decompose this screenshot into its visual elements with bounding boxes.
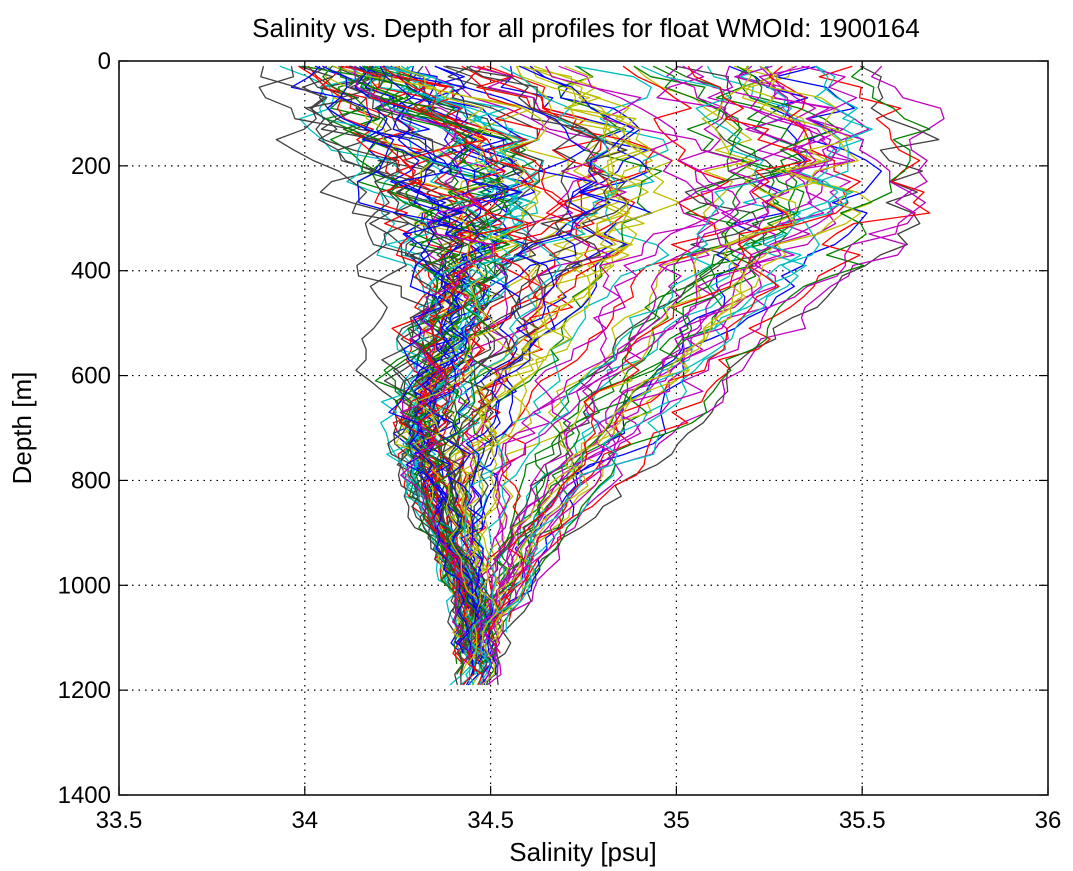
profile-line	[474, 65, 653, 633]
profile-line	[476, 65, 638, 686]
profile-line	[478, 65, 873, 686]
profile-line	[444, 65, 649, 654]
profile-line	[484, 65, 826, 654]
profile-line	[490, 65, 862, 644]
profiles	[258, 65, 945, 686]
profile-line	[505, 65, 864, 633]
y-axis-label: Depth [m]	[7, 372, 37, 485]
profile-line	[481, 65, 839, 623]
y-tick-label: 800	[71, 467, 111, 494]
profile-line	[345, 65, 490, 665]
profile-line	[340, 66, 475, 675]
profile-line	[381, 65, 532, 686]
profile-line	[441, 65, 613, 664]
profile-line	[456, 65, 619, 675]
profile-line	[488, 65, 940, 685]
x-tick-label: 36	[1035, 807, 1062, 834]
profile-line	[482, 65, 817, 633]
profile-line	[486, 65, 712, 675]
x-tick-label: 34.5	[467, 807, 514, 834]
profile-line	[361, 65, 506, 675]
profile-line	[258, 66, 460, 644]
profile-line	[461, 65, 681, 644]
y-tick-label: 600	[71, 363, 111, 390]
profile-line	[474, 65, 754, 633]
profile-line	[464, 65, 663, 654]
profile-line	[487, 65, 861, 654]
profile-line	[434, 65, 593, 665]
x-tick-label: 33.5	[96, 807, 143, 834]
grid	[119, 61, 1048, 795]
y-tick-label: 200	[71, 153, 111, 180]
profile-line	[353, 66, 494, 665]
profile-line	[447, 65, 629, 665]
x-tick-label: 34	[291, 807, 318, 834]
profile-line	[322, 65, 477, 623]
y-tick-label: 400	[71, 258, 111, 285]
plot-frame	[118, 60, 1049, 796]
profile-line	[378, 65, 522, 686]
profile-line	[460, 65, 627, 686]
profile-line	[290, 65, 492, 686]
x-axis-ticks: 33.5 34 34.5 35 35.5 36	[96, 61, 1062, 834]
chart-title: Salinity vs. Depth for all profiles for …	[252, 13, 920, 43]
y-tick-label: 1400	[58, 782, 111, 809]
profile-line	[490, 65, 802, 665]
profile-line	[493, 65, 780, 623]
x-tick-label: 35.5	[839, 807, 886, 834]
profile-line	[479, 65, 926, 644]
x-axis-label: Salinity [psu]	[509, 837, 656, 867]
y-tick-label: 1200	[58, 677, 111, 704]
profile-line	[462, 65, 670, 644]
profile-line	[495, 65, 853, 644]
profile-line	[487, 65, 856, 633]
y-axis-ticks: 0 200 400 600 800 1000 1200 1400	[58, 48, 1048, 809]
profile-line	[487, 65, 812, 633]
profile-line	[486, 65, 764, 623]
profile-line	[484, 65, 931, 633]
profile-line	[394, 65, 547, 665]
profile-line	[464, 65, 786, 665]
profile-line	[322, 65, 470, 654]
profile-line	[464, 65, 635, 654]
x-tick-label: 35	[663, 807, 690, 834]
profile-line	[475, 65, 815, 634]
y-tick-label: 0	[98, 48, 111, 75]
y-tick-label: 1000	[58, 572, 111, 599]
profile-line	[485, 65, 945, 686]
